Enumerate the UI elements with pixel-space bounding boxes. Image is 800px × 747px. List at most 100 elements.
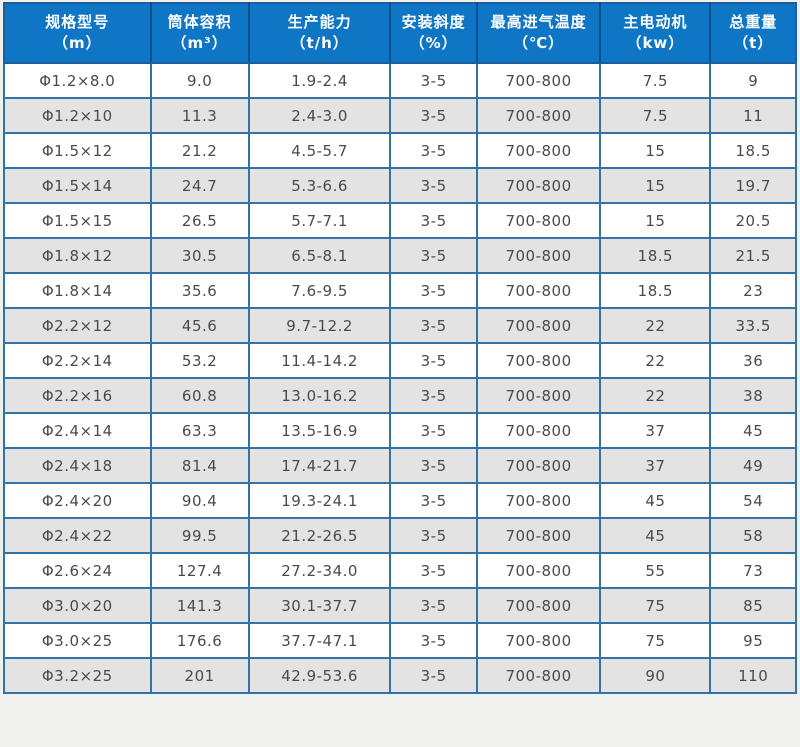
table-cell: 99.5 (149, 517, 250, 554)
table-cell: 37 (599, 412, 712, 449)
header-label: 筒体容积 (167, 13, 232, 31)
table-cell: 53.2 (149, 342, 250, 379)
table-cell: 23 (709, 272, 797, 309)
header-cell-slope: 安装斜度 （%） (389, 3, 477, 64)
table-cell: 27.2-34.0 (247, 552, 392, 589)
table-cell: 700-800 (475, 552, 602, 589)
header-label: 主电动机 (623, 13, 688, 31)
table-cell: 22 (599, 307, 712, 344)
table-cell: 75 (599, 587, 712, 624)
table-cell: 700-800 (475, 447, 602, 484)
table-cell: 85 (709, 587, 797, 624)
table-cell: Φ2.6×24 (3, 552, 152, 589)
table-cell: 37.7-47.1 (247, 622, 392, 659)
table-cell: 700-800 (475, 272, 602, 309)
table-cell: 42.9-53.6 (247, 657, 392, 694)
header-unit: （t） (733, 34, 774, 52)
table-row: Φ1.5×12 21.2 4.5-5.7 3-5 700-800 15 18.5 (3, 132, 797, 169)
table-cell: 18.5 (599, 237, 712, 274)
table-cell: 19.3-24.1 (247, 482, 392, 519)
table-cell: 700-800 (475, 377, 602, 414)
table-row: Φ1.8×14 35.6 7.6-9.5 3-5 700-800 18.5 23 (3, 272, 797, 309)
table-cell: 7.5 (599, 62, 712, 99)
table-row: Φ3.2×25 201 42.9-53.6 3-5 700-800 90 110 (3, 657, 797, 694)
table-cell: 700-800 (475, 62, 602, 99)
header-label: 生产能力 (287, 13, 352, 31)
table-cell: 7.5 (599, 97, 712, 134)
table-cell: 30.5 (149, 237, 250, 274)
table-cell: 45 (709, 412, 797, 449)
table-row: Φ1.5×15 26.5 5.7-7.1 3-5 700-800 15 20.5 (3, 202, 797, 239)
table-header: 规格型号 （m） 筒体容积 （m³） 生产能力 （t/h） 安装斜度 （%） 最… (4, 3, 796, 64)
table-row: Φ2.6×24 127.4 27.2-34.0 3-5 700-800 55 73 (3, 552, 797, 589)
table-row: Φ2.2×12 45.6 9.7-12.2 3-5 700-800 22 33.5 (3, 307, 797, 344)
table-cell: 5.7-7.1 (247, 202, 392, 239)
table-cell: Φ1.5×12 (3, 132, 152, 169)
table-cell: 22 (599, 342, 712, 379)
header-unit: （℃） (512, 34, 565, 52)
table-cell: 90 (599, 657, 712, 694)
table-row: Φ1.2×10 11.3 2.4-3.0 3-5 700-800 7.5 11 (3, 97, 797, 134)
table-cell: Φ2.4×14 (3, 412, 152, 449)
table-cell: 38 (709, 377, 797, 414)
table-cell: 81.4 (149, 447, 250, 484)
table-cell: 45 (599, 517, 712, 554)
table-cell: 3-5 (389, 237, 478, 274)
table-cell: 176.6 (149, 622, 250, 659)
table-cell: 20.5 (709, 202, 797, 239)
table-cell: Φ3.2×25 (3, 657, 152, 694)
table-cell: 60.8 (149, 377, 250, 414)
table-cell: Φ2.4×22 (3, 517, 152, 554)
header-unit: （kw） (626, 34, 685, 52)
table-cell: Φ2.4×18 (3, 447, 152, 484)
table-cell: 700-800 (475, 517, 602, 554)
header-cell-capacity: 生产能力 （t/h） (247, 3, 391, 64)
table-cell: 11.4-14.2 (247, 342, 392, 379)
table-cell: 3-5 (389, 587, 478, 624)
table-cell: 73 (709, 552, 797, 589)
table-row: Φ3.0×20 141.3 30.1-37.7 3-5 700-800 75 85 (3, 587, 797, 624)
table-cell: 11 (709, 97, 797, 134)
spec-table: 规格型号 （m） 筒体容积 （m³） 生产能力 （t/h） 安装斜度 （%） 最… (3, 2, 797, 694)
table-cell: Φ1.5×15 (3, 202, 152, 239)
table-cell: 63.3 (149, 412, 250, 449)
header-unit: （m³） (171, 34, 228, 52)
table-cell: 11.3 (149, 97, 250, 134)
table-cell: 3-5 (389, 482, 478, 519)
table-cell: Φ1.8×12 (3, 237, 152, 274)
table-cell: Φ1.2×10 (3, 97, 152, 134)
table-cell: 22 (599, 377, 712, 414)
table-cell: 4.5-5.7 (247, 132, 392, 169)
table-cell: Φ1.8×14 (3, 272, 152, 309)
header-unit: （m） (52, 34, 102, 52)
table-cell: 3-5 (389, 97, 478, 134)
table-cell: 110 (709, 657, 797, 694)
header-label: 最高进气温度 (490, 13, 587, 31)
header-label: 安装斜度 (401, 13, 466, 31)
table-cell: 75 (599, 622, 712, 659)
table-cell: 700-800 (475, 657, 602, 694)
table-cell: 3-5 (389, 412, 478, 449)
table-cell: 45 (599, 482, 712, 519)
table-row: Φ1.8×12 30.5 6.5-8.1 3-5 700-800 18.5 21.5 (3, 237, 797, 274)
table-cell: 21.2-26.5 (247, 517, 392, 554)
table-cell: 95 (709, 622, 797, 659)
table-cell: 19.7 (709, 167, 797, 204)
header-unit: （t/h） (290, 34, 349, 52)
table-cell: 3-5 (389, 517, 478, 554)
table-cell: Φ1.2×8.0 (3, 62, 152, 99)
table-cell: 700-800 (475, 97, 602, 134)
table-cell: 700-800 (475, 307, 602, 344)
table-cell: 3-5 (389, 307, 478, 344)
table-cell: 17.4-21.7 (247, 447, 392, 484)
table-cell: Φ2.2×16 (3, 377, 152, 414)
table-cell: 201 (149, 657, 250, 694)
table-row: Φ2.4×20 90.4 19.3-24.1 3-5 700-800 45 54 (3, 482, 797, 519)
table-row: Φ1.2×8.0 9.0 1.9-2.4 3-5 700-800 7.5 9 (3, 62, 797, 99)
table-cell: 30.1-37.7 (247, 587, 392, 624)
table-cell: 18.5 (599, 272, 712, 309)
table-cell: 13.5-16.9 (247, 412, 392, 449)
table-cell: Φ3.0×25 (3, 622, 152, 659)
table-cell: 9.7-12.2 (247, 307, 392, 344)
